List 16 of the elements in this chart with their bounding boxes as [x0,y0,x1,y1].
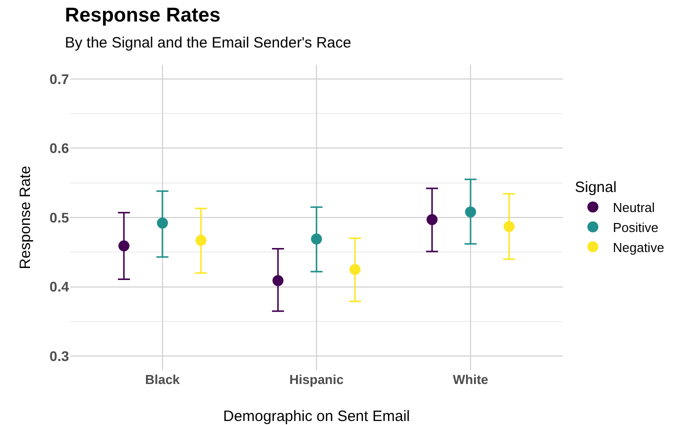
chart-title: Response Rates [64,4,221,26]
x-tick-label: Hispanic [289,372,344,387]
legend-label: Negative [612,240,664,255]
x-tick-label: White [452,372,488,387]
y-axis-title: Response Rate [17,166,34,270]
x-tick-label: Black [145,372,181,387]
chart-subtitle: By the Signal and the Email Sender's Race [64,34,352,52]
y-tick-label: 0.7 [50,70,70,87]
legend-label: Neutral [612,200,655,216]
legend-label: Positive [612,220,658,235]
y-tick-label: 0.5 [50,209,70,226]
y-tick-label: 0.3 [50,348,70,364]
y-tick-label: 0.6 [50,140,70,156]
legend-title: Signal [574,179,617,196]
x-axis-title: Demographic on Sent Email [223,408,410,425]
y-tick-label: 0.4 [50,278,70,295]
